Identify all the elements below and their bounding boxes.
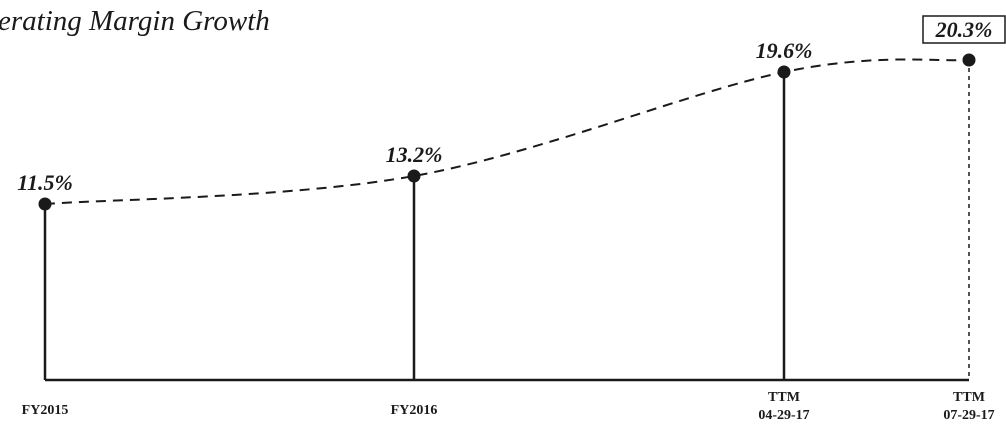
x-tick-label-line: 07-29-17 <box>943 408 994 423</box>
x-tick-label-line: TTM <box>768 390 800 405</box>
x-tick-label-line: FY2015 <box>22 403 69 418</box>
data-label-1: 11.5% <box>17 170 73 195</box>
x-tick-label-3: TTM 04-29-17 <box>758 390 809 423</box>
data-point-3 <box>777 65 791 79</box>
data-point-4 <box>962 53 976 67</box>
x-tick-label-4: TTM 07-29-17 <box>943 390 994 423</box>
data-label-3: 19.6% <box>756 38 813 63</box>
x-tick-label-line: TTM <box>953 390 985 405</box>
data-point-2 <box>407 169 421 183</box>
x-tick-label-2: FY2016 <box>391 403 438 418</box>
data-label-4: 20.3% <box>935 17 993 42</box>
x-tick-label-1: FY2015 <box>22 403 69 418</box>
data-label-2: 13.2% <box>386 142 443 167</box>
data-point-1 <box>38 197 52 211</box>
chart-title: erating Margin Growth <box>0 5 270 37</box>
series-line <box>44 58 970 205</box>
x-tick-label-line: 04-29-17 <box>758 408 809 423</box>
chart-marks: 11.5% 13.2% 19.6% 20.3% FY2015 FY2016 TTM 04-29… <box>17 15 1006 423</box>
highlight-label-box <box>922 15 1006 44</box>
x-tick-label-line: FY2016 <box>391 403 438 418</box>
